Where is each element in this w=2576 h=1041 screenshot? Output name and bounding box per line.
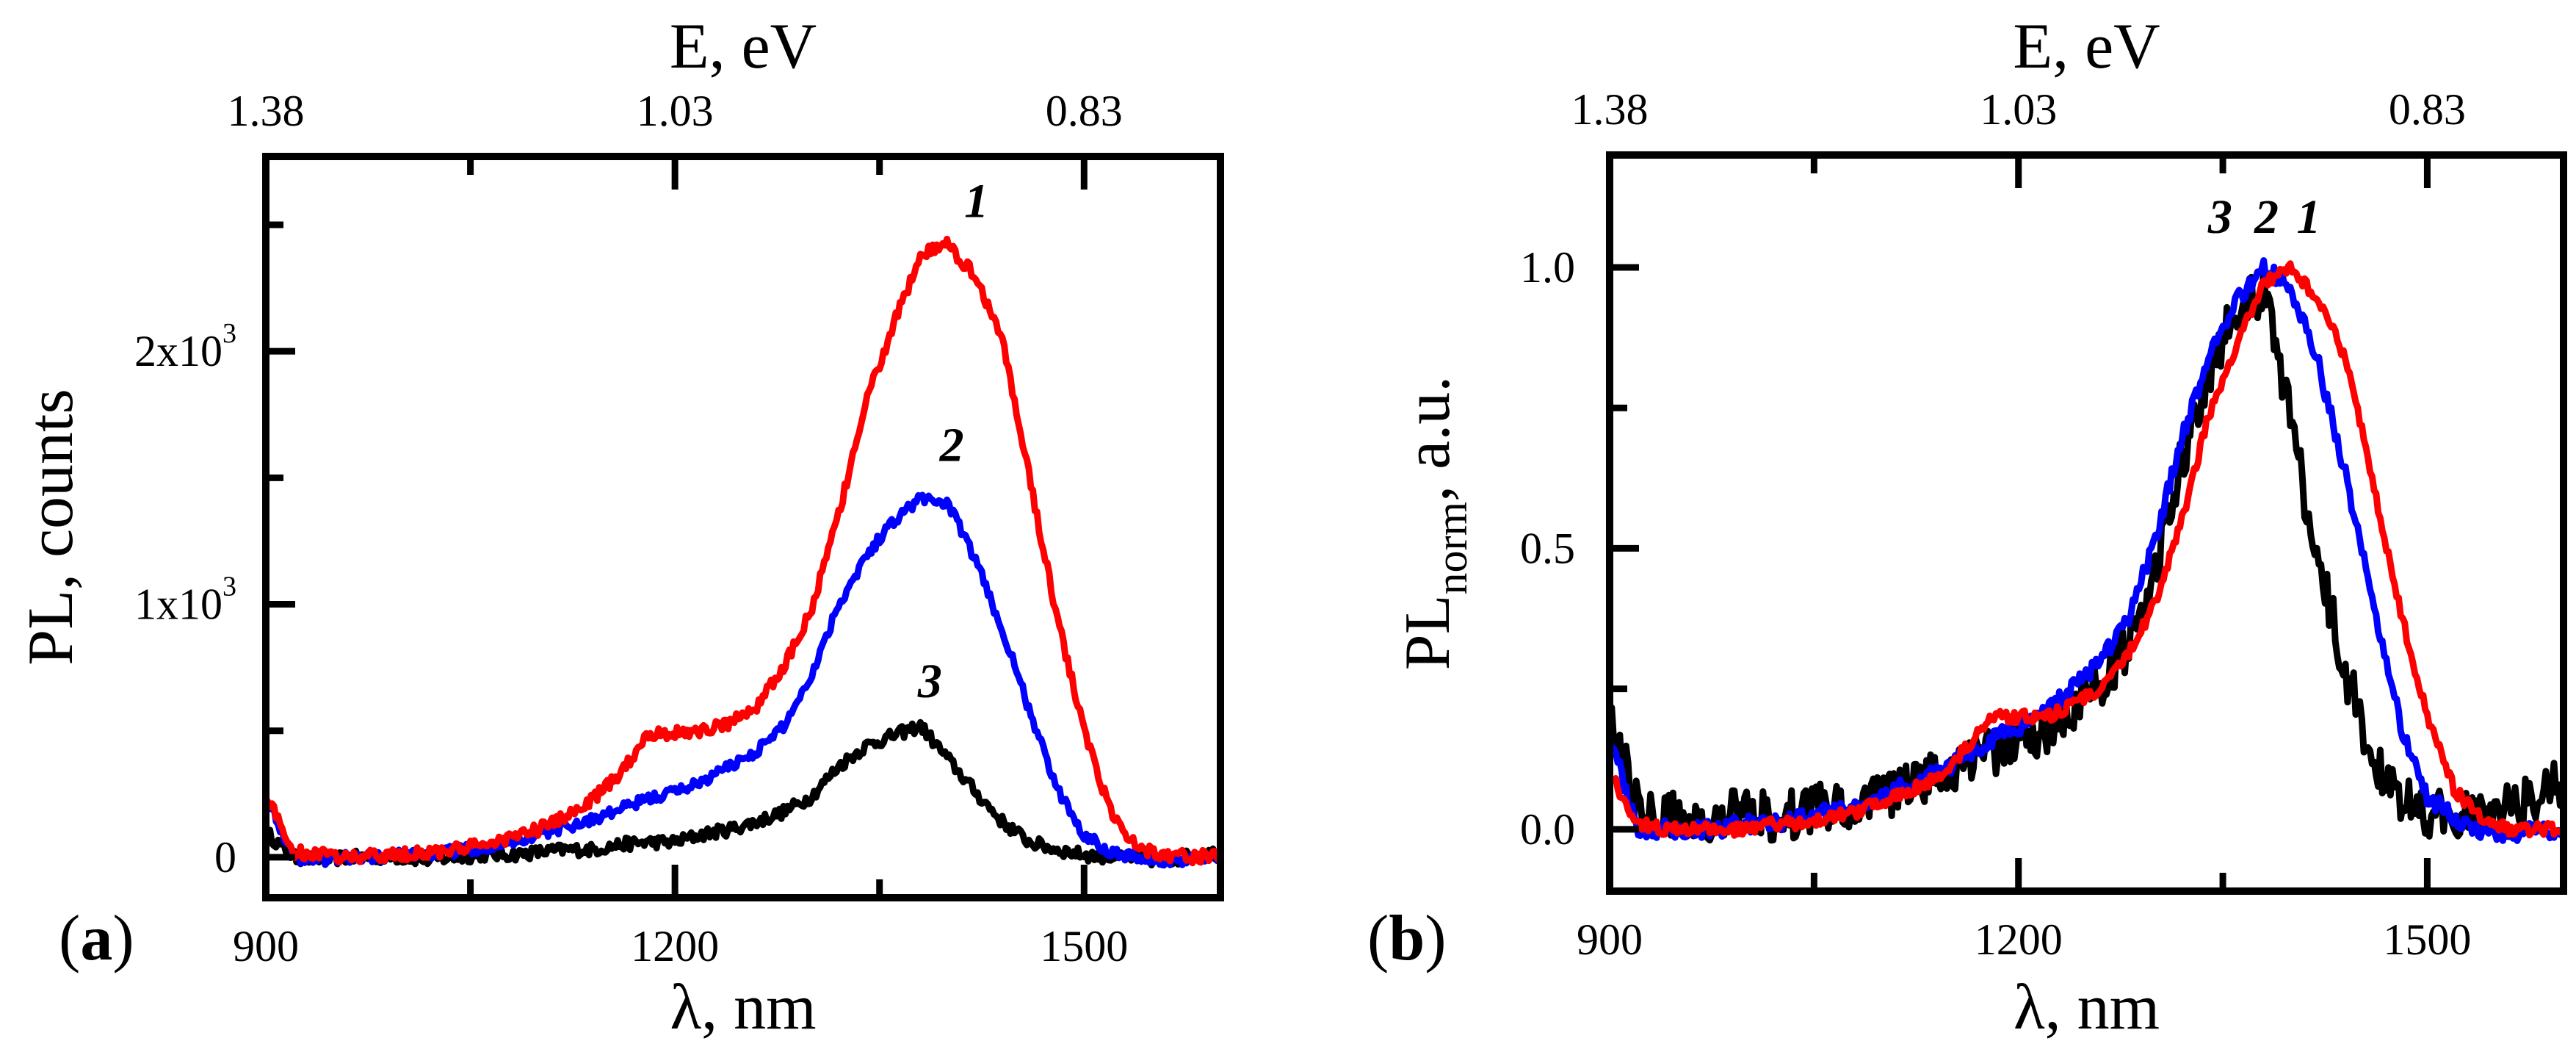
x-axis-title: λ, nm [670,972,816,1041]
series-line-3 [266,718,1220,869]
x-tick-label: 1200 [1975,915,2063,964]
panel-label-paren: ) [112,903,134,974]
top-tick-label: 1.03 [637,87,714,135]
plot-frame [262,153,1224,901]
x-axis-title: λ, nm [2014,972,2160,1041]
top-axis-title: E, eV [2013,11,2160,82]
top-axis-title: E, eV [670,11,817,82]
y-tick-mantissa: 0.0 [1520,805,1575,854]
y-tick-mantissa: 0.5 [1520,524,1575,572]
y-tick-label: 1.0 [1520,243,1575,292]
y-tick-mantissa: 1x10 [134,580,222,629]
x-tick-label: 900 [1577,915,1643,964]
y-tick-exponent: 3 [222,572,236,602]
curve-label-2: 2 [2254,190,2279,244]
plot-frame [1606,151,2567,895]
curve-label-1: 1 [964,175,988,228]
panel-label-letter: a [80,903,112,974]
panel-label-paren: ( [59,903,80,974]
panel-label: (a) [59,903,134,974]
curve-label-3: 3 [2207,190,2232,244]
panel-label-letter: b [1389,903,1425,974]
x-tick-label: 1200 [631,922,719,970]
series-line-1 [266,235,1220,867]
top-tick-label: 1.38 [228,87,305,135]
x-tick-label: 900 [233,922,299,970]
curve-label-2: 2 [939,419,964,472]
series-line-3 [1610,262,2564,844]
y-axis-title: PLnorm, a.u. [1392,376,1476,670]
panel-label: (b) [1367,903,1447,974]
y-tick-label: 0.0 [1520,805,1575,854]
y-tick-label: 0.5 [1520,524,1575,572]
y-tick-mantissa: 2x10 [134,327,222,375]
curve-label-3: 3 [917,655,942,708]
y-tick-mantissa: 1.0 [1520,243,1575,292]
y-axis-title-main: PL [1392,595,1464,671]
y-tick-mantissa: 0 [214,833,236,882]
series-group [1610,257,2564,844]
top-tick-label: 0.83 [1046,87,1123,135]
y-axis-title: PL, counts [15,389,87,665]
x-tick-label: 1500 [1040,922,1128,970]
panel-b: 900 1200 1500 1.38 1.03 0.83 0.0 0.5 1.0 E, eV λ, … [1367,11,2567,1041]
y-axis-title-subscript: norm [1428,502,1476,595]
y-axis-title-text: PL, counts [15,389,87,665]
series-group [266,235,1220,869]
y-tick-exponent: 3 [222,318,236,349]
series-line-1 [1610,260,2564,839]
y-tick-label: 2x103 [134,318,236,375]
y-axis-title-tail: , a.u. [1392,376,1464,502]
y-tick-label: 0 [214,833,236,882]
series-line-2 [1610,257,2564,844]
top-tick-label: 1.38 [1571,85,1649,134]
curve-label-1: 1 [2296,190,2320,244]
y-tick-label: 1x103 [134,572,236,629]
top-tick-label: 0.83 [2389,85,2466,134]
panel-label-paren: ( [1367,903,1389,974]
x-tick-label: 1500 [2383,915,2471,964]
top-tick-label: 1.03 [1980,85,2057,134]
series-line-2 [266,491,1220,869]
panel-label-paren: ) [1425,903,1446,974]
